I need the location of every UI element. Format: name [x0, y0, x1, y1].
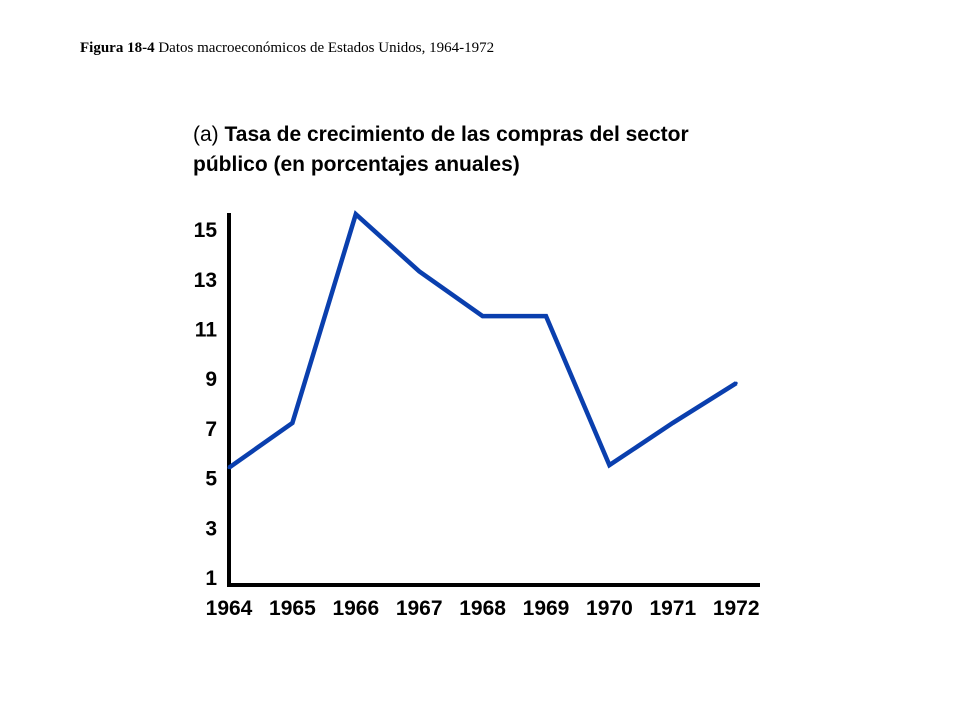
x-tick-label: 1971 — [649, 597, 696, 620]
x-tick-label: 1972 — [713, 597, 760, 620]
x-tick-label: 1969 — [523, 597, 570, 620]
y-tick-label: 15 — [194, 219, 218, 242]
chart-title: (a) Tasa de crecimiento de las compras d… — [193, 120, 713, 180]
data-point — [481, 314, 485, 318]
x-tick-label: 1966 — [332, 597, 379, 620]
y-tick-label: 11 — [195, 319, 218, 342]
y-tick-label: 3 — [205, 517, 217, 540]
chart-title-text: Tasa de crecimiento de las compras del s… — [193, 123, 689, 176]
x-axis-tick-labels: 1964 1965 1966 1967 1968 1969 1970 1971 1972 — [206, 597, 760, 620]
data-point — [354, 212, 358, 216]
data-point — [417, 269, 421, 273]
figure-caption: Figura 18-4 Datos macroeconómicos de Est… — [80, 40, 494, 57]
x-tick-label: 1967 — [396, 597, 443, 620]
chart-axes — [227, 213, 760, 587]
x-tick-label: 1964 — [206, 597, 253, 620]
y-tick-label: 9 — [205, 368, 217, 391]
y-tick-label: 5 — [205, 468, 217, 491]
x-tick-label: 1968 — [459, 597, 506, 620]
series-layer — [227, 210, 738, 470]
data-point — [544, 314, 548, 318]
data-point — [734, 381, 738, 385]
data-point — [290, 421, 294, 425]
chart-title-prefix: (a) — [193, 123, 219, 146]
data-point — [671, 421, 675, 425]
data-point — [607, 463, 611, 467]
x-tick-label: 1965 — [269, 597, 316, 620]
y-tick-label: 1 — [205, 567, 217, 590]
series-line — [227, 210, 738, 470]
figure-caption-text: Datos macroeconómicos de Estados Unidos,… — [158, 40, 495, 56]
y-tick-label: 7 — [205, 418, 217, 441]
y-tick-label: 13 — [194, 269, 217, 292]
figure-label: Figura 18-4 — [80, 40, 155, 56]
x-tick-label: 1970 — [586, 597, 633, 620]
data-point — [227, 466, 231, 470]
